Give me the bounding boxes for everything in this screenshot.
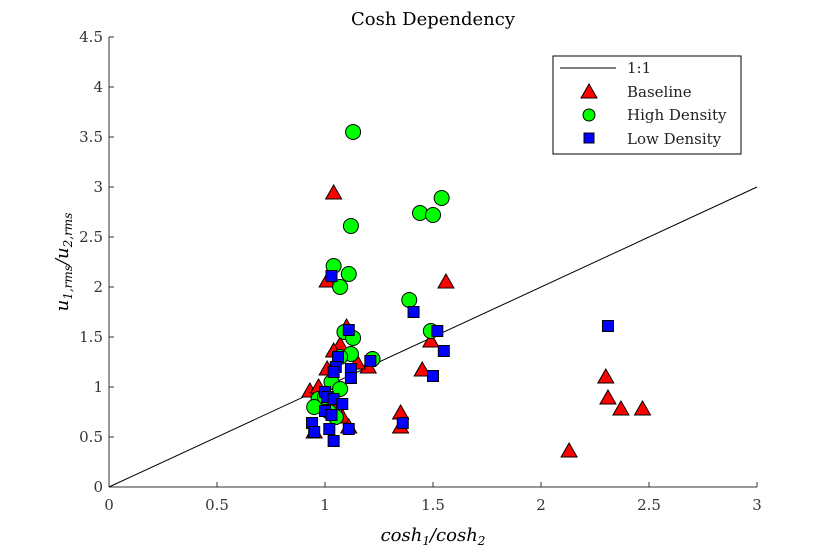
low-density-point <box>427 370 439 382</box>
legend-label-high-density: High Density <box>627 106 727 124</box>
low-density-point <box>342 324 355 336</box>
x-tick-label: 2.5 <box>637 496 661 514</box>
x-ticks: 0 0.5 1 1.5 2 2.5 3 <box>104 482 762 514</box>
high-density-point <box>332 279 349 295</box>
y-tick-label: 4.5 <box>79 28 103 46</box>
y-tick-label: 1.5 <box>79 328 103 346</box>
low-density-point <box>431 325 444 337</box>
legend-label-baseline: Baseline <box>627 83 692 101</box>
high-density-point <box>345 124 362 140</box>
y-tick-label: 3.5 <box>79 128 103 146</box>
x-tick-label: 3 <box>752 496 762 514</box>
low-density-point <box>327 435 340 447</box>
low-density-point <box>601 320 614 332</box>
baseline-point <box>421 331 440 348</box>
data-points <box>301 124 652 458</box>
x-tick-label: 1 <box>320 496 330 514</box>
high-density-point <box>401 292 418 308</box>
low-density-point <box>327 366 340 378</box>
high-density-point <box>332 381 349 397</box>
y-tick-label: 2 <box>93 278 103 296</box>
legend: 1:1 Baseline High Density Low Density <box>552 55 742 155</box>
baseline-point <box>391 403 410 420</box>
baseline-point <box>599 388 617 405</box>
low-density-point <box>331 351 344 363</box>
baseline-point <box>633 399 652 416</box>
baseline-point <box>413 360 432 377</box>
low-density-point <box>323 423 336 435</box>
y-tick-label: 0.5 <box>79 428 103 446</box>
low-density-point <box>407 306 420 318</box>
low-density-point <box>325 409 338 421</box>
x-tick-label: 0 <box>104 496 114 514</box>
baseline-point <box>612 399 630 416</box>
x-tick-label: 2 <box>536 496 546 514</box>
legend-square-marker <box>583 132 595 144</box>
legend-box <box>552 55 742 155</box>
legend-label-ref: 1:1 <box>627 59 651 77</box>
x-tick-label: 1.5 <box>421 496 445 514</box>
high-density-point <box>340 266 357 282</box>
legend-triangle-marker <box>580 82 598 99</box>
x-tick-label: 0.5 <box>205 496 229 514</box>
low-density-point <box>396 417 409 429</box>
chart-title: Cosh Dependency <box>351 9 516 30</box>
y-ticks: 0 0.5 1 1.5 2 2.5 3 3.5 4 4.5 <box>79 28 114 496</box>
baseline-point <box>324 183 343 200</box>
y-tick-label: 2.5 <box>79 228 103 246</box>
low-density-point <box>437 345 450 357</box>
low-density-point <box>342 423 355 435</box>
low-density-point <box>364 355 377 367</box>
high-density-point <box>342 218 359 234</box>
legend-label-low-density: Low Density <box>627 130 722 148</box>
y-tick-label: 4 <box>93 78 103 96</box>
high-density-point <box>433 190 450 206</box>
baseline-point <box>596 367 615 384</box>
y-tick-label: 0 <box>93 478 103 496</box>
low-density-point <box>325 270 338 282</box>
y-axis-label: u1,rms/u2,rms <box>52 213 75 312</box>
legend-circle-marker <box>582 108 596 122</box>
low-density-point <box>308 426 321 438</box>
low-density-point <box>344 372 357 384</box>
low-density-point <box>336 398 349 410</box>
series-low-density <box>306 270 614 447</box>
baseline-point <box>437 272 455 289</box>
baseline-point <box>560 441 578 458</box>
y-tick-label: 1 <box>93 378 103 396</box>
high-density-point <box>425 207 441 223</box>
y-tick-label: 3 <box>93 178 103 196</box>
x-axis-label: cosh1/cosh2 <box>381 525 486 548</box>
